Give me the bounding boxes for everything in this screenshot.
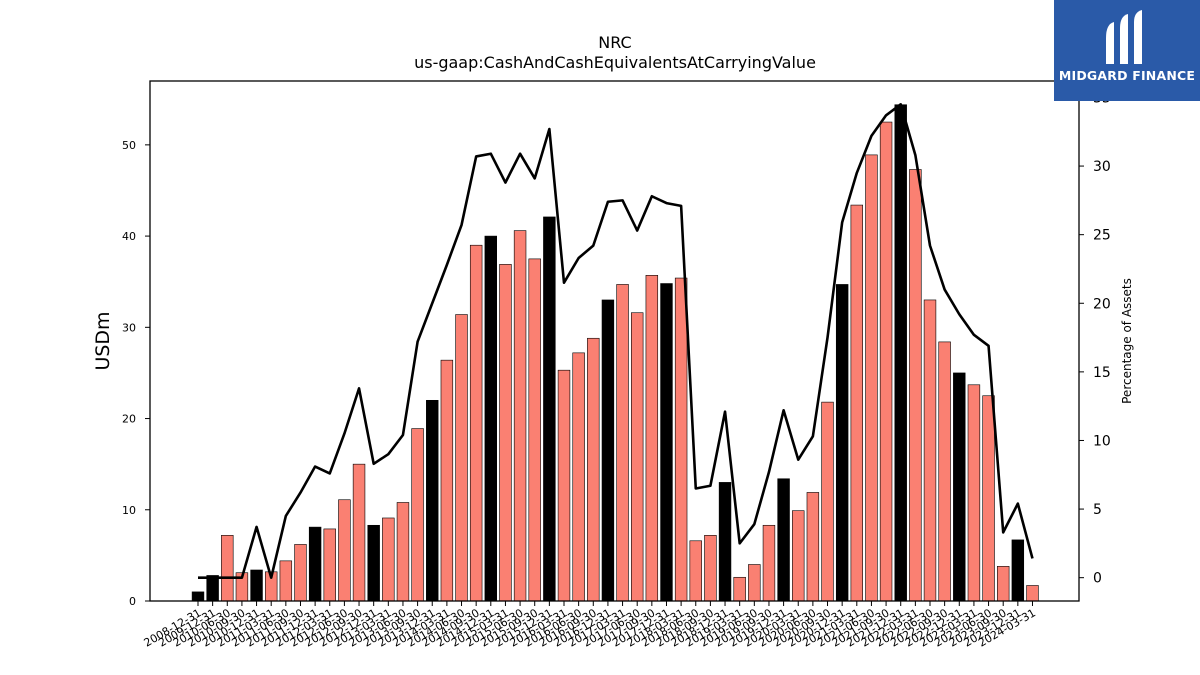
bar-2022-12-31 bbox=[953, 372, 966, 602]
bar-2021-12-31 bbox=[894, 104, 907, 602]
y-tick-label: 40 bbox=[122, 230, 136, 243]
y2-axis-label: Percentage of Assets bbox=[1120, 278, 1134, 404]
logo-text: MIDGARD FINANCE bbox=[1058, 68, 1196, 83]
bar-2018-09-30 bbox=[704, 535, 717, 602]
bar-2020-12-31 bbox=[835, 284, 849, 602]
bar-2011-06-30 bbox=[279, 560, 293, 602]
bar-2016-12-31 bbox=[601, 299, 615, 602]
bar-2023-09-30 bbox=[996, 566, 1010, 602]
bar-2018-12-31 bbox=[718, 482, 732, 602]
bar-2012-09-30 bbox=[352, 463, 366, 602]
bar-2013-09-30 bbox=[411, 428, 424, 602]
bar-2019-03-31 bbox=[733, 576, 746, 602]
y-axis-ticks: 0 10 20 30 40 50 bbox=[122, 139, 150, 608]
y2-tick-label: 5 bbox=[1093, 502, 1102, 518]
y-tick-label: 30 bbox=[122, 321, 136, 334]
y-tick-label: 50 bbox=[122, 139, 136, 152]
bar-2023-03-31 bbox=[967, 384, 981, 602]
bar-2017-06-30 bbox=[630, 312, 644, 602]
bar-2014-06-30 bbox=[455, 314, 468, 602]
bar-2015-09-30 bbox=[528, 258, 541, 602]
bar-2024-03-31 bbox=[1026, 585, 1039, 602]
bar-2012-06-30 bbox=[338, 499, 351, 602]
midgard-logo: MIDGARD FINANCE bbox=[1054, 0, 1200, 101]
bar-2019-09-30 bbox=[762, 524, 776, 602]
y2-tick-label: 15 bbox=[1093, 365, 1111, 381]
bar-2023-12-31 bbox=[1011, 539, 1025, 602]
bar-2015-12-31 bbox=[543, 216, 556, 602]
y2-axis-ticks: 05101520253035 bbox=[1079, 90, 1111, 587]
plot-frame bbox=[149, 80, 1080, 602]
bar-2020-06-30 bbox=[806, 492, 820, 602]
y-tick-label: 20 bbox=[122, 413, 136, 426]
bar-2013-12-31 bbox=[426, 399, 439, 602]
y-tick-label: 0 bbox=[129, 595, 136, 608]
bar-2019-06-30 bbox=[748, 564, 761, 602]
y2-tick-label: 20 bbox=[1093, 296, 1111, 312]
bar-2022-06-30 bbox=[923, 299, 937, 602]
bar-2012-12-31 bbox=[367, 524, 380, 602]
y2-tick-label: 30 bbox=[1093, 159, 1111, 175]
bar-2010-06-30 bbox=[221, 535, 234, 602]
y-axis-label: USDm bbox=[92, 311, 114, 370]
bar-2016-03-31 bbox=[557, 369, 571, 602]
bar-2014-09-30 bbox=[469, 244, 483, 602]
bar-series bbox=[191, 104, 1039, 602]
chart-title: NRC bbox=[598, 33, 631, 52]
bar-2023-06-30 bbox=[982, 395, 995, 602]
bar-2021-06-30 bbox=[865, 154, 878, 602]
bar-2022-03-31 bbox=[909, 169, 922, 602]
bar-2013-03-31 bbox=[382, 517, 395, 602]
bar-2018-03-31 bbox=[674, 277, 688, 602]
bar-2015-06-30 bbox=[513, 230, 527, 602]
bar-2021-09-30 bbox=[879, 121, 893, 602]
percentage-line bbox=[198, 103, 1034, 579]
bar-2011-12-31 bbox=[308, 526, 322, 602]
bar-2016-06-30 bbox=[572, 352, 585, 602]
bar-2017-09-30 bbox=[645, 275, 659, 602]
bar-2009-12-31 bbox=[206, 575, 219, 602]
bar-2021-03-31 bbox=[850, 204, 864, 602]
bar-2019-12-31 bbox=[777, 478, 790, 602]
bar-2014-12-31 bbox=[484, 235, 497, 602]
bar-2022-09-30 bbox=[938, 341, 951, 602]
bar-2017-12-31 bbox=[660, 283, 673, 602]
bar-2020-09-30 bbox=[821, 401, 834, 602]
bar-2018-06-30 bbox=[689, 540, 702, 602]
bar-2008-12-31 bbox=[191, 591, 205, 602]
bar-2017-03-31 bbox=[616, 284, 629, 602]
bar-2014-03-31 bbox=[440, 359, 454, 602]
y2-tick-label: 25 bbox=[1093, 228, 1111, 244]
y2-tick-label: 0 bbox=[1093, 571, 1102, 587]
bar-2013-06-30 bbox=[396, 502, 410, 602]
chart-subtitle: us-gaap:CashAndCashEquivalentsAtCarrying… bbox=[414, 53, 816, 72]
bar-2016-09-30 bbox=[587, 337, 600, 602]
y2-tick-label: 10 bbox=[1093, 433, 1111, 449]
bar-2012-03-31 bbox=[323, 528, 336, 602]
midgard-m-logo-icon bbox=[1106, 10, 1142, 64]
bar-2020-03-31 bbox=[792, 510, 805, 602]
y-tick-label: 10 bbox=[122, 504, 136, 517]
x-axis-ticks: 2008-12-312009-12-312010-06-302010-09-30… bbox=[142, 601, 1038, 650]
bar-2010-12-31 bbox=[250, 569, 263, 602]
bar-2011-09-30 bbox=[294, 544, 307, 602]
bar-2015-03-31 bbox=[499, 264, 512, 602]
